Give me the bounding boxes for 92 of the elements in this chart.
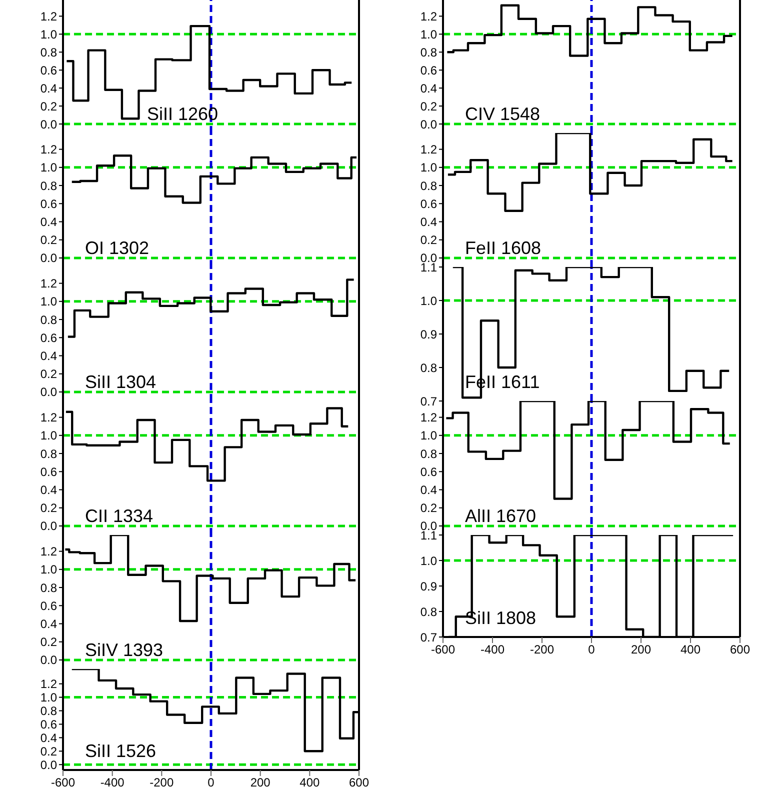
y-tick-label: 0.8 (40, 446, 58, 461)
y-tick-label: 0.6 (40, 63, 58, 78)
y-tick-label: 1.0 (420, 27, 438, 42)
x-tick-label: 0 (208, 776, 215, 790)
y-tick-label: 1.0 (40, 690, 58, 705)
y-tick-label: 0.2 (420, 99, 438, 114)
text: CII 1334 (85, 506, 154, 526)
y-tick-label: 1.0 (40, 27, 58, 42)
y-tick-label: 0.8 (40, 704, 58, 718)
y-tick-label: 1.2 (40, 677, 58, 692)
y-tick-label: 0.2 (40, 233, 58, 248)
y-tick-label: 1.0 (420, 294, 438, 308)
y-tick-label: 0.4 (40, 348, 58, 363)
y-tick-label: 0.8 (40, 580, 58, 595)
y-tick-label: 1.2 (420, 9, 438, 24)
y-tick-label: 0.6 (420, 63, 438, 78)
y-tick-label: 0.8 (420, 446, 438, 461)
y-tick-label: 0.8 (40, 312, 58, 327)
x-tick-label: 200 (250, 776, 271, 790)
y-tick-label: 1.2 (420, 142, 438, 157)
y-tick-label: 0.4 (420, 81, 438, 96)
y-tick-label: 0.0 (40, 251, 58, 266)
x-tick-label: -600 (430, 642, 456, 657)
x-tick-label: -200 (150, 776, 174, 790)
y-tick-label: 0.4 (40, 616, 58, 631)
y-tick-label: 0.6 (40, 196, 58, 211)
text: SiII 1526 (85, 741, 156, 761)
x-tick-label: 600 (348, 776, 370, 790)
x-tick-label: 600 (730, 642, 750, 657)
y-tick-label: 0.8 (420, 178, 438, 193)
y-tick-label: 0.6 (420, 196, 438, 211)
x-tick-label: -400 (100, 776, 125, 790)
y-tick-label: 0.4 (420, 482, 438, 497)
y-tick-label: 0.2 (40, 367, 58, 382)
y-tick-label: 1.2 (40, 9, 58, 24)
text: SiII 1304 (85, 372, 156, 392)
y-tick-label: 1.2 (40, 544, 58, 559)
y-tick-label: 0.2 (40, 744, 58, 758)
y-tick-label: 1.0 (420, 554, 438, 568)
text: SiIV 1393 (85, 640, 164, 660)
y-tick-label: 0.6 (40, 464, 58, 479)
x-tick-label: -600 (50, 776, 76, 790)
x-tick-label: -200 (530, 642, 554, 657)
y-tick-label: 0.2 (420, 501, 438, 516)
y-tick-label: 0.6 (40, 717, 58, 732)
y-tick-label: 0.4 (40, 81, 58, 96)
y-tick-label: 0.8 (420, 45, 438, 60)
y-tick-label: 0.0 (420, 117, 438, 132)
y-tick-label: 1.2 (40, 142, 58, 157)
y-tick-label: 0.7 (420, 630, 438, 644)
y-tick-label: 0.2 (40, 635, 58, 650)
x-tick-label: 0 (588, 642, 596, 657)
y-tick-label: 1.2 (40, 276, 58, 291)
y-tick-label: 1.0 (40, 294, 58, 309)
y-tick-label: 0.2 (40, 99, 58, 114)
y-tick-label: 0.4 (420, 214, 438, 229)
y-tick-label: 0.0 (40, 117, 58, 132)
y-tick-label: 0.8 (420, 360, 438, 375)
y-tick-label: 1.2 (40, 410, 58, 425)
y-tick-label: 0.0 (40, 758, 58, 772)
y-tick-label: 0.6 (40, 598, 58, 613)
y-tick-label: 0.9 (420, 579, 438, 594)
y-tick-label: 0.4 (40, 730, 58, 745)
y-tick-label: 0.0 (40, 653, 58, 668)
y-tick-label: 0.4 (40, 214, 58, 229)
y-tick-label: 0.6 (40, 330, 58, 345)
y-tick-label: 1.0 (40, 428, 58, 443)
y-tick-label: 0.9 (420, 327, 438, 342)
text: CIV 1548 (465, 104, 540, 124)
y-tick-label: 0.6 (420, 464, 438, 479)
y-tick-label: 0.8 (420, 604, 438, 619)
x-tick-label: 400 (680, 642, 701, 657)
y-tick-label: 1.0 (40, 160, 58, 175)
text: OI 1302 (85, 238, 150, 258)
y-tick-label: 1.0 (420, 428, 438, 443)
y-tick-label: 0.4 (40, 482, 58, 497)
y-tick-label: 1.0 (420, 160, 438, 175)
text: FeII 1608 (465, 238, 542, 258)
y-tick-label: 0.0 (40, 519, 58, 534)
y-tick-label: 0.2 (420, 233, 438, 248)
y-tick-label: 0.2 (40, 501, 58, 516)
y-tick-label: 0.8 (40, 45, 58, 60)
y-tick-label: 0.8 (40, 178, 58, 193)
y-tick-label: 0.0 (40, 385, 58, 400)
y-tick-label: 1.0 (40, 562, 58, 577)
text: AlII 1670 (465, 506, 536, 526)
y-tick-label: 1.2 (420, 410, 438, 425)
x-tick-label: -400 (480, 642, 505, 657)
y-tick-label: 0.7 (420, 394, 438, 408)
x-tick-label: 200 (630, 642, 652, 657)
text: SiII 1260 (147, 104, 218, 124)
x-tick-label: 400 (300, 776, 320, 790)
